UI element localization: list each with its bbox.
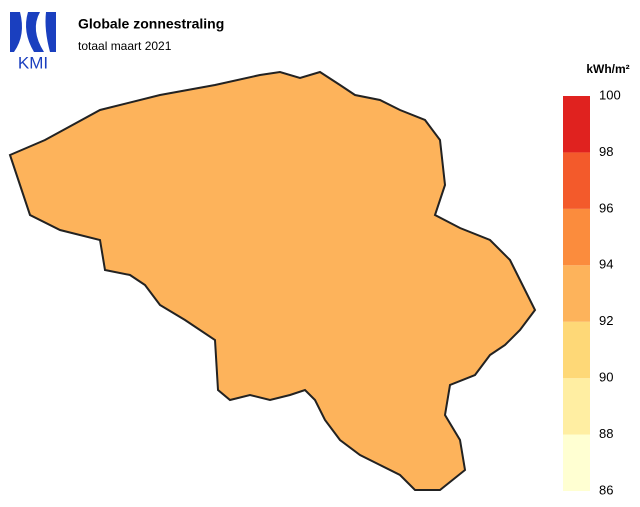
title: Globale zonnestraling [78, 16, 224, 32]
legend-band [563, 434, 590, 491]
legend-band [563, 321, 590, 379]
legend-band [563, 96, 590, 153]
legend-band [563, 265, 590, 322]
logo-shape [10, 12, 56, 52]
map [9, 71, 536, 491]
legend-tick-label: 96 [599, 200, 613, 215]
subtitle: totaal maart 2021 [78, 39, 172, 53]
legend-tick-label: 86 [599, 482, 613, 497]
legend-tick-label: 98 [599, 144, 613, 159]
legend-tick-label: 100 [599, 87, 621, 102]
country-outline [9, 71, 536, 491]
legend-tick-label: 92 [599, 313, 613, 328]
legend-band [563, 152, 590, 209]
legend-band [563, 208, 590, 266]
legend-tick-label: 88 [599, 426, 613, 441]
legend-tick-label: 94 [599, 257, 613, 272]
legend-unit: kWh/m² [586, 62, 629, 76]
legend-tick-label: 90 [599, 370, 613, 385]
logo-text: KMI [18, 53, 48, 72]
logo: KMI [10, 12, 56, 72]
legend-band [563, 378, 590, 435]
legend: 86 88 90 92 94 96 98 100 [563, 87, 621, 497]
